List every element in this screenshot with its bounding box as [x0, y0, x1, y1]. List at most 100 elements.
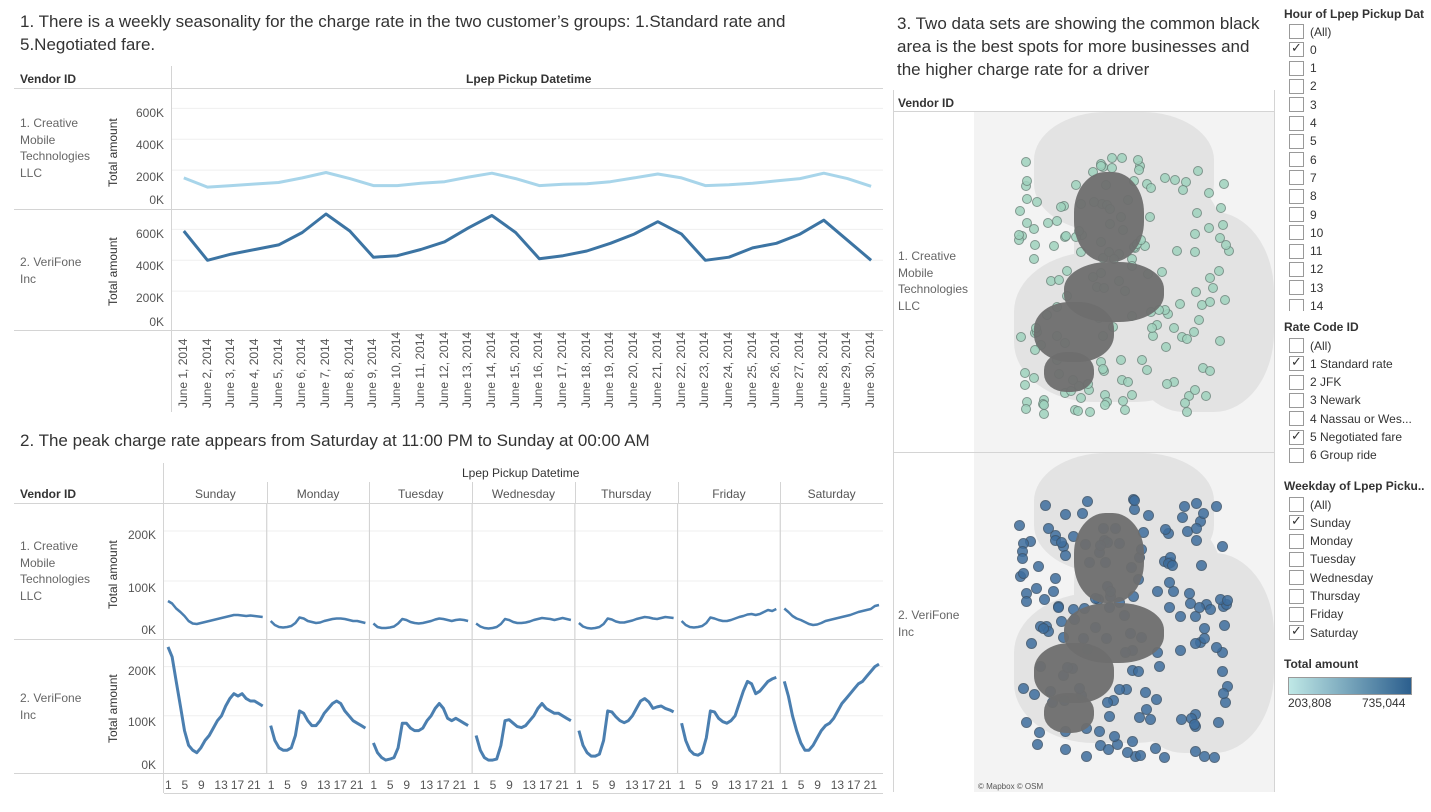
checkbox[interactable] [1289, 207, 1304, 222]
title-1-line2: 5.Negotiated fare. [20, 35, 156, 54]
hour-filter-option[interactable]: 14 [1289, 298, 1323, 311]
date-tick-label: June 4, 2014 [246, 338, 261, 408]
map-point [1200, 391, 1211, 402]
hour-filter-option[interactable]: 1 [1289, 60, 1317, 76]
checkbox[interactable] [1289, 24, 1304, 39]
hour-filter-option[interactable]: 10 [1289, 225, 1323, 241]
checkbox[interactable] [1289, 133, 1304, 149]
checkbox[interactable] [1289, 428, 1304, 445]
checkbox[interactable] [1289, 188, 1304, 204]
checkbox[interactable] [1289, 533, 1304, 549]
filter-hour-title: Hour of Lpep Pickup Dat.. [1284, 7, 1424, 21]
checkbox[interactable] [1289, 152, 1304, 168]
checkbox[interactable] [1289, 78, 1304, 94]
date-tick-label: June 28, 2014 [815, 331, 830, 408]
hour-filter-option[interactable]: 12 [1289, 261, 1323, 277]
checkbox[interactable] [1289, 570, 1304, 586]
checkbox[interactable] [1289, 115, 1304, 131]
series-line-2-thursday [577, 697, 675, 758]
weekday-filter-option[interactable]: Friday [1289, 606, 1344, 622]
rate-filter-option[interactable]: 5 Negotiated fare [1289, 428, 1402, 445]
rate-filter-option-label: 4 Nassau or Wes... [1310, 411, 1412, 426]
weekday-filter-option-label: Monday [1310, 534, 1353, 549]
weekday-filter-option[interactable]: Thursday [1289, 588, 1360, 604]
map-point [1051, 215, 1062, 226]
checkbox[interactable] [1289, 374, 1304, 390]
checkbox[interactable] [1289, 497, 1304, 512]
checkbox[interactable] [1289, 606, 1304, 622]
rate-filter-option[interactable]: 2 JFK [1289, 374, 1341, 390]
checkbox[interactable] [1289, 588, 1304, 604]
weekday-filter-option[interactable]: Wednesday [1289, 570, 1373, 586]
y-tick: 400K [135, 138, 164, 152]
hour-filter-option-label: 6 [1310, 152, 1317, 167]
checkbox[interactable] [1289, 338, 1304, 353]
checkbox[interactable] [1289, 447, 1304, 463]
rate-filter-option[interactable]: 6 Group ride [1289, 447, 1377, 463]
series-line-2-friday [680, 675, 777, 757]
hour-filter-option-label: 2 [1310, 79, 1317, 94]
date-tick-label: June 11, 2014 [412, 332, 427, 408]
weekday-filter-option[interactable]: Sunday [1289, 513, 1351, 531]
weekday-filter-option[interactable]: Monday [1289, 533, 1353, 549]
rate-filter-option[interactable]: 3 Newark [1289, 392, 1361, 408]
checkbox[interactable] [1289, 60, 1304, 76]
map-vendor-1[interactable] [974, 112, 1274, 452]
date-tick-label: June 1, 2014 [175, 338, 190, 408]
checkbox[interactable] [1289, 40, 1304, 58]
series-line-2-tuesday [372, 702, 469, 762]
checkbox[interactable] [1289, 411, 1304, 427]
weekday-filter-option-label: Friday [1310, 607, 1344, 622]
hour-tick-label: 21 [555, 778, 569, 792]
hour-filter-option[interactable]: 4 [1289, 115, 1317, 131]
map-point [1176, 512, 1188, 524]
filter-weekday-list[interactable]: (All) Sunday Monday Tuesday Wednesday Thursda… [1289, 497, 1429, 647]
vendor-id-header-1: Vendor ID [20, 72, 77, 86]
hour-filter-option[interactable]: 5 [1289, 133, 1317, 149]
checkbox[interactable] [1289, 354, 1304, 372]
checkbox[interactable] [1289, 280, 1304, 296]
rate-filter-option[interactable]: (All) [1289, 338, 1331, 353]
hour-filter-option[interactable]: 8 [1289, 188, 1317, 204]
weekday-filter-option[interactable]: Tuesday [1289, 551, 1356, 567]
hour-filter-option[interactable]: 9 [1289, 207, 1317, 222]
checkbox[interactable] [1289, 623, 1304, 641]
map-point [1070, 180, 1081, 191]
date-tick-label: June 25, 2014 [744, 331, 759, 408]
checkbox[interactable] [1289, 261, 1304, 277]
map-point [1108, 731, 1120, 743]
hour-filter-option[interactable]: 7 [1289, 170, 1317, 186]
weekday-filter-option[interactable]: (All) [1289, 497, 1331, 512]
hour-filter-option[interactable]: (All) [1289, 24, 1331, 39]
weekday-filter-option[interactable]: Saturday [1289, 623, 1358, 641]
hour-filter-option-label: 13 [1310, 280, 1324, 295]
rate-filter-option-label: (All) [1310, 338, 1332, 353]
rate-filter-option[interactable]: 4 Nassau or Wes... [1289, 411, 1412, 427]
hour-filter-option[interactable]: 11 [1289, 243, 1322, 259]
map-point [1014, 520, 1026, 532]
checkbox[interactable] [1289, 243, 1304, 259]
checkbox[interactable] [1289, 225, 1304, 241]
filter-rate-list[interactable]: (All) 1 Standard rate 2 JFK 3 Newark 4 Nassa… [1289, 338, 1429, 468]
map-point [1028, 372, 1039, 383]
checkbox[interactable] [1289, 513, 1304, 531]
hour-filter-option-label: 0 [1310, 42, 1317, 57]
checkbox[interactable] [1289, 298, 1304, 311]
date-tick-label: June 16, 2014 [531, 331, 546, 408]
map-point [1160, 524, 1172, 536]
checkbox[interactable] [1289, 97, 1304, 113]
hour-filter-option[interactable]: 3 [1289, 97, 1317, 113]
map-point [1116, 152, 1127, 163]
hour-filter-option[interactable]: 6 [1289, 152, 1317, 168]
hour-filter-option[interactable]: 2 [1289, 78, 1317, 94]
hour-filter-option[interactable]: 13 [1289, 280, 1324, 296]
map-vendor-2[interactable] [974, 453, 1274, 792]
checkbox[interactable] [1289, 392, 1304, 408]
hour-filter-option[interactable]: 0 [1289, 40, 1317, 58]
map-point [1195, 559, 1207, 571]
checkbox[interactable] [1289, 551, 1304, 567]
hour-tick-label: 5 [386, 778, 394, 792]
checkbox[interactable] [1289, 170, 1304, 186]
rate-filter-option[interactable]: 1 Standard rate [1289, 354, 1393, 372]
